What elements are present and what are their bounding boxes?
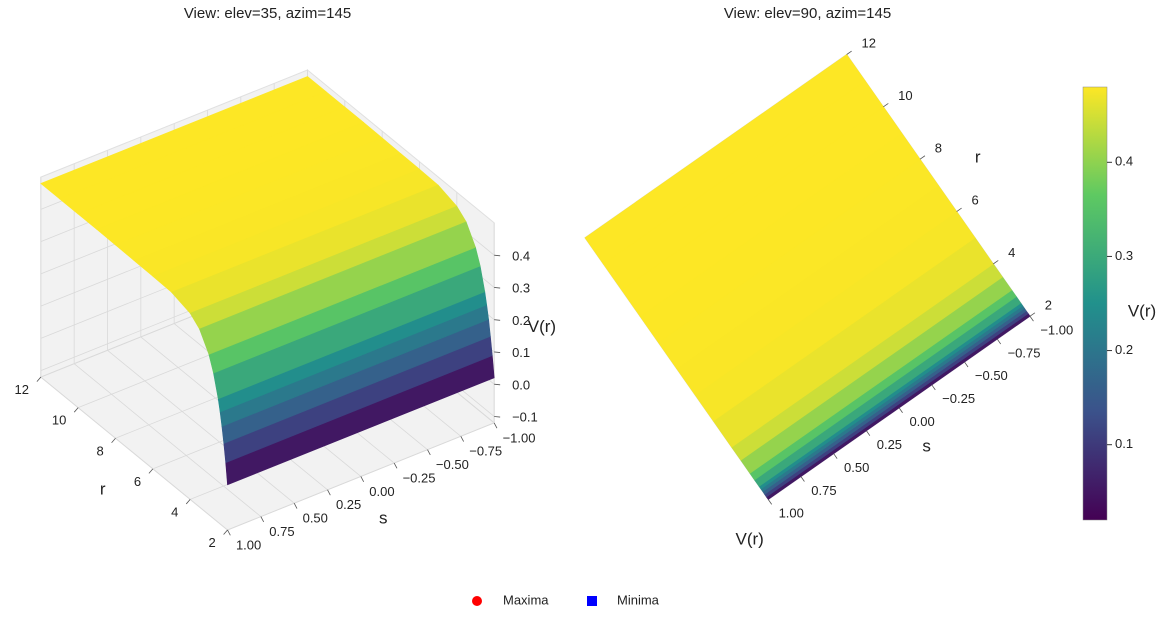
tick-label: 8 (935, 140, 942, 155)
tick-mark (800, 476, 805, 482)
tick-mark (260, 516, 265, 523)
tick-mark (996, 338, 1002, 345)
tick-label: 0.4 (512, 248, 530, 263)
colorbar-tick-label: 0.4 (1115, 154, 1133, 169)
tick-label: 0.0 (512, 377, 530, 392)
tick-label: 0.50 (303, 511, 328, 526)
tick-mark (494, 254, 501, 257)
subplot-title: View: elev=90, azim=145 (724, 5, 891, 22)
tick-label: 10 (898, 88, 912, 103)
tick-mark (833, 453, 838, 459)
tick-label: −0.75 (1008, 345, 1041, 360)
tick-mark (393, 462, 398, 469)
tick-label: −0.25 (403, 470, 436, 485)
tick-mark (898, 407, 903, 414)
tick-label: 0.00 (369, 484, 394, 499)
tick-label: 6 (134, 474, 141, 489)
tick-mark (293, 503, 298, 509)
tick-label: −0.50 (975, 368, 1008, 383)
tick-mark (931, 384, 936, 391)
tick-mark (460, 436, 464, 442)
tick-label: 0.25 (336, 497, 361, 512)
surface-patch (199, 221, 476, 355)
colorbar-tick-label: 0.3 (1115, 248, 1133, 263)
tick-mark (964, 361, 969, 368)
tick-label: 0.50 (844, 460, 869, 475)
tick-label: 4 (171, 504, 178, 519)
tick-label: 12 (861, 36, 875, 51)
tick-label: 0.75 (811, 483, 836, 498)
tick-label: 2 (1045, 297, 1052, 312)
tick-label: −1.00 (503, 430, 536, 445)
tick-mark (846, 50, 852, 55)
tick-mark (767, 499, 773, 505)
tick-label: 4 (1008, 245, 1015, 260)
tick-mark (919, 155, 926, 160)
tick-mark (494, 416, 501, 418)
tick-mark (494, 383, 501, 386)
tick-mark (223, 529, 228, 535)
tick-mark (494, 319, 501, 321)
tick-label: 0.75 (269, 524, 294, 539)
tick-label: 0.3 (512, 281, 530, 296)
legend-label: Minima (617, 592, 660, 607)
surface-patch (584, 54, 866, 265)
tick-mark (327, 489, 331, 496)
tick-mark (493, 422, 498, 429)
subplot-title: View: elev=35, azim=145 (184, 5, 351, 22)
tick-label: 0.25 (877, 437, 902, 452)
tick-label: 0.00 (909, 414, 934, 429)
axis-label: r (975, 147, 981, 166)
tick-label: 0.2 (512, 313, 530, 328)
tick-label: −0.25 (942, 391, 975, 406)
tick-label: −0.50 (436, 457, 469, 472)
tick-mark (427, 449, 431, 456)
tick-mark (866, 430, 871, 436)
grid-line (73, 363, 262, 517)
tick-label: −1.00 (1040, 322, 1073, 337)
axis-label: r (100, 479, 106, 498)
legend-marker (587, 596, 597, 606)
tick-mark (73, 407, 79, 413)
colorbar-label: V(r) (1128, 301, 1156, 320)
tick-mark (993, 260, 999, 265)
tick-mark (36, 376, 42, 382)
axis-label: s (379, 508, 388, 527)
legend-label: Maxima (503, 592, 549, 607)
tick-mark (148, 468, 154, 474)
tick-label: 8 (96, 443, 103, 458)
legend-marker (472, 596, 482, 606)
tick-mark (883, 103, 889, 108)
axis-label: V(r) (528, 317, 556, 336)
tick-mark (1029, 316, 1034, 322)
tick-mark (1029, 312, 1036, 317)
tick-mark (956, 207, 962, 212)
grid-line (107, 349, 295, 504)
tick-label: 0.1 (512, 345, 530, 360)
tick-mark (360, 476, 365, 482)
tick-mark (185, 499, 191, 505)
tick-label: 2 (208, 535, 215, 550)
tick-label: 10 (52, 413, 66, 428)
colorbar-tick-label: 0.2 (1115, 342, 1133, 357)
colorbar (1082, 86, 1108, 521)
tick-label: 6 (971, 193, 978, 208)
tick-label: 1.00 (779, 506, 804, 521)
tick-label: 1.00 (236, 537, 261, 552)
tick-label: 12 (15, 382, 29, 397)
tick-mark (494, 351, 501, 353)
axis-label: s (922, 437, 931, 456)
tick-mark (494, 287, 501, 289)
colorbar-tick-label: 0.1 (1115, 436, 1133, 451)
tick-label: −0.1 (512, 410, 538, 425)
tick-label: −0.75 (469, 444, 502, 459)
tick-mark (227, 529, 231, 536)
axis-label: V(r) (735, 529, 763, 548)
grid-line (40, 376, 228, 531)
tick-mark (111, 437, 116, 444)
